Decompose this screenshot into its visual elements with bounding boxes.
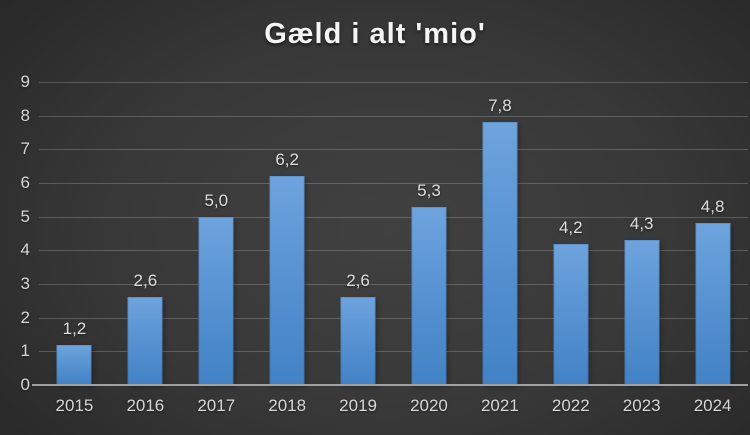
bar <box>127 297 163 385</box>
x-tick-label: 2020 <box>410 396 448 415</box>
bar <box>340 297 376 385</box>
bar-value-label: 1,2 <box>62 318 87 338</box>
bar-value-label: 7,8 <box>488 96 512 116</box>
gridline <box>39 216 748 218</box>
bar <box>411 206 447 385</box>
x-axis-labels: 2015 2016 2017 2018 2019 2020 2021 2022 2023 2024 <box>39 396 748 416</box>
bar-value-label: 4,3 <box>629 214 654 234</box>
bar-value-label: 4,8 <box>700 197 725 217</box>
x-tick-label: 2024 <box>693 396 732 415</box>
gridline <box>39 317 748 319</box>
y-tick-label: 5 <box>20 206 30 226</box>
bar-slot: 2,6 <box>110 82 181 385</box>
bar-value-label: 2,6 <box>346 271 370 291</box>
y-tick-label: 6 <box>20 173 30 193</box>
y-tick-label: 1 <box>20 341 30 361</box>
bars-container: 1,2 2,6 5,0 6,2 2,6 5,3 7,8 4,2 4,3 4,8 <box>39 82 748 385</box>
y-tick-label: 7 <box>20 139 30 159</box>
bar <box>695 223 731 385</box>
bar-slot: 5,3 <box>394 82 465 385</box>
chart-title: Gæld i alt 'mio' <box>264 18 486 50</box>
x-tick-label: 2018 <box>268 396 307 415</box>
bar-slot: 5,0 <box>181 82 252 385</box>
gridline <box>39 149 748 151</box>
bar <box>624 240 660 385</box>
x-axis-line <box>32 384 748 386</box>
plot-area: 1,2 2,6 5,0 6,2 2,6 5,3 7,8 4,2 4,3 4,8 <box>32 82 748 386</box>
gridline <box>39 115 748 117</box>
bar-slot: 4,2 <box>535 82 606 385</box>
bar <box>56 344 92 385</box>
gridline <box>39 351 748 353</box>
gridline <box>39 82 748 83</box>
bar-value-label: 4,2 <box>558 217 583 237</box>
bar <box>482 122 518 385</box>
bar-slot: 4,3 <box>606 82 677 385</box>
gridline <box>39 284 748 286</box>
bar <box>198 216 234 385</box>
y-tick-label: 3 <box>20 274 30 294</box>
x-tick-label: 2022 <box>551 396 590 415</box>
gridline <box>39 250 748 252</box>
y-tick-label: 2 <box>20 307 30 327</box>
bar-slot: 6,2 <box>252 82 323 385</box>
x-tick-label: 2017 <box>197 396 236 415</box>
bar-slot: 7,8 <box>464 82 535 385</box>
x-tick-label: 2016 <box>126 396 165 415</box>
bar <box>269 176 305 385</box>
y-tick-label: 9 <box>20 72 30 91</box>
x-tick-label: 2023 <box>622 396 661 415</box>
x-tick-label: 2015 <box>55 396 94 415</box>
bar-value-label: 2,6 <box>133 271 158 291</box>
bar-value-label: 5,0 <box>204 190 229 210</box>
y-tick-label: 4 <box>20 240 30 260</box>
bar-slot: 2,6 <box>323 82 394 385</box>
y-axis-labels: 0 1 2 3 4 5 6 7 8 9 <box>0 73 30 394</box>
bar-value-label: 6,2 <box>275 150 299 170</box>
bar-slot: 4,8 <box>677 82 748 385</box>
x-tick-label: 2021 <box>480 396 519 415</box>
bar-value-label: 5,3 <box>417 180 441 200</box>
bar-slot: 1,2 <box>39 82 110 385</box>
gridline <box>39 183 748 185</box>
bar <box>553 243 589 385</box>
y-tick-label: 8 <box>20 105 30 125</box>
y-tick-label: 0 <box>20 375 30 394</box>
x-tick-label: 2019 <box>339 396 377 415</box>
